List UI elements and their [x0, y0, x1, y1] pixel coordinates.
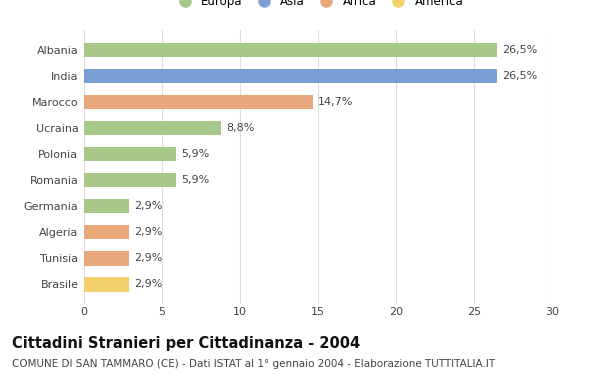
- Text: Cittadini Stranieri per Cittadinanza - 2004: Cittadini Stranieri per Cittadinanza - 2…: [12, 336, 360, 351]
- Text: 26,5%: 26,5%: [502, 71, 538, 81]
- Bar: [84, 69, 497, 83]
- Text: COMUNE DI SAN TAMMARO (CE) - Dati ISTAT al 1° gennaio 2004 - Elaborazione TUTTIT: COMUNE DI SAN TAMMARO (CE) - Dati ISTAT …: [12, 359, 495, 369]
- Bar: [84, 225, 129, 239]
- Text: 5,9%: 5,9%: [181, 149, 209, 159]
- Bar: [84, 95, 313, 109]
- Bar: [84, 121, 221, 135]
- Bar: [84, 251, 129, 266]
- Bar: [84, 277, 129, 291]
- Text: 14,7%: 14,7%: [318, 97, 353, 107]
- Text: 2,9%: 2,9%: [134, 253, 162, 263]
- Text: 2,9%: 2,9%: [134, 201, 162, 211]
- Text: 5,9%: 5,9%: [181, 175, 209, 185]
- Bar: [84, 173, 176, 187]
- Text: 8,8%: 8,8%: [226, 123, 254, 133]
- Text: 2,9%: 2,9%: [134, 279, 162, 290]
- Text: 2,9%: 2,9%: [134, 227, 162, 238]
- Legend: Europa, Asia, Africa, America: Europa, Asia, Africa, America: [170, 0, 466, 10]
- Bar: [84, 199, 129, 214]
- Text: 26,5%: 26,5%: [502, 45, 538, 55]
- Bar: [84, 147, 176, 162]
- Bar: [84, 43, 497, 57]
